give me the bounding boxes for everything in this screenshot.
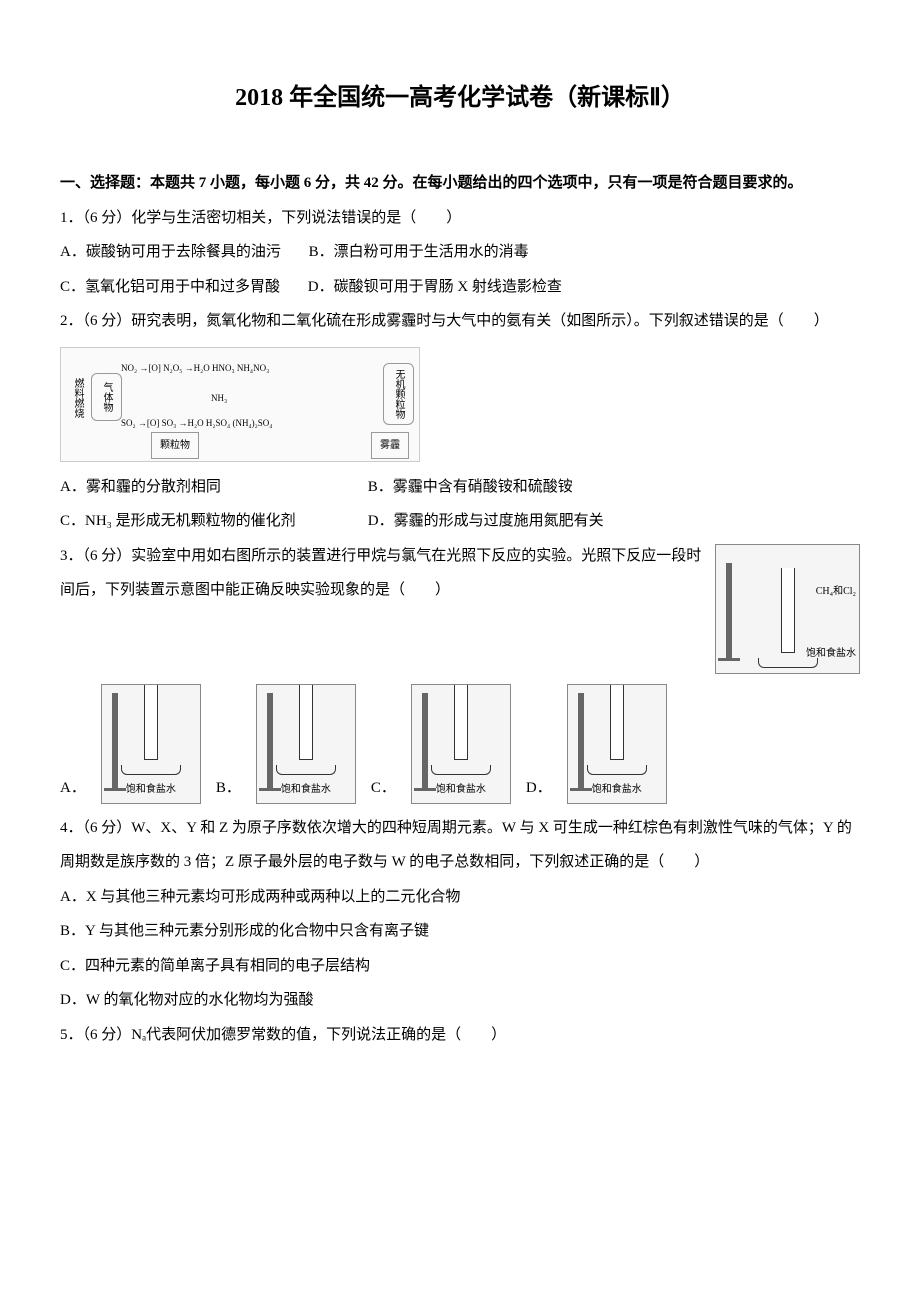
caption-d: 饱和食盐水 <box>592 778 642 801</box>
q2-inorganic-label: 无机颗粒物 <box>383 363 414 425</box>
caption-a: 饱和食盐水 <box>126 778 176 801</box>
q3-figure-a: 饱和食盐水 <box>101 684 201 806</box>
stand-icon <box>267 693 273 788</box>
q4-option-d: D．W 的氧化物对应的水化物均为强酸 <box>60 983 860 1018</box>
q2-diagram: 燃料燃烧 气体物 NO₂ →[O] N₂O₅ →H₂O HNO₃ NH₄NO₃ … <box>60 347 420 462</box>
q1-options-row2: C．氢氧化铝可用于中和过多胃酸 D．碳酸钡可用于胃肠 X 射线造影检查 <box>60 270 860 305</box>
q3-figure-d: 饱和食盐水 <box>567 684 667 806</box>
q2-gas-label: 气体物 <box>91 373 122 421</box>
q4-option-a: A．X 与其他三种元素均可形成两种或两种以上的二元化合物 <box>60 880 860 915</box>
q2-option-a: A．雾和霾的分散剂相同 <box>60 470 340 505</box>
salt-label: 饱和食盐水 <box>806 642 856 665</box>
question-4: 4．（6 分）W、X、Y 和 Z 为原子序数依次增大的四种短周期元素。W 与 X… <box>60 811 860 1018</box>
tube-icon <box>781 568 795 653</box>
ch4-label: CH₄和Cl₂ <box>816 580 856 603</box>
stand-icon <box>422 693 428 788</box>
q2-line2: SO₂ →[O] SO₃ →H₂O H₂SO₄ (NH₄)₂SO₄ <box>121 413 272 434</box>
page-title: 2018 年全国统一高考化学试卷（新课标Ⅱ） <box>60 80 860 116</box>
question-1: 1．（6 分）化学与生活密切相关，下列说法错误的是（ ） A．碳酸钠可用于去除餐… <box>60 201 860 305</box>
q2-particles-label: 颗粒物 <box>151 432 199 459</box>
dish-icon <box>121 765 181 774</box>
dish-icon <box>431 765 491 774</box>
q2-option-d: D．雾霾的形成与过度施用氮肥有关 <box>368 504 604 539</box>
q1-stem: 1．（6 分）化学与生活密切相关，下列说法错误的是（ ） <box>60 201 860 236</box>
q4-option-c: C．四种元素的简单离子具有相同的电子层结构 <box>60 949 860 984</box>
caption-c: 饱和食盐水 <box>436 778 486 801</box>
caption-b: 饱和食盐水 <box>281 778 331 801</box>
q2-options-row2: C．NH₃ 是形成无机颗粒物的催化剂 D．雾霾的形成与过度施用氮肥有关 <box>60 504 860 539</box>
stand-icon <box>726 563 732 658</box>
q2-line1: NO₂ →[O] N₂O₅ →H₂O HNO₃ NH₄NO₃ <box>121 358 269 379</box>
dish-icon <box>587 765 647 774</box>
q2-fuel-label: 燃料燃烧 <box>66 378 89 418</box>
q2-option-c: C．NH₃ 是形成无机颗粒物的催化剂 <box>60 504 340 539</box>
q4-option-b: B．Y 与其他三种元素分别形成的化合物中只含有离子键 <box>60 914 860 949</box>
q1-option-c: C．氢氧化铝可用于中和过多胃酸 <box>60 270 280 305</box>
dish-icon <box>276 765 336 774</box>
q3-side-figure: CH₄和Cl₂ 饱和食盐水 <box>715 544 860 674</box>
q1-options-row1: A．碳酸钠可用于去除餐具的油污 B．漂白粉可用于生活用水的消毒 <box>60 235 860 270</box>
q2-nh3: NH₃ <box>211 388 227 409</box>
q3-options: A． 饱和食盐水 B． 饱和食盐水 C． 饱和食盐水 <box>60 684 860 806</box>
stand-icon <box>112 693 118 788</box>
q4-stem: 4．（6 分）W、X、Y 和 Z 为原子序数依次增大的四种短周期元素。W 与 X… <box>60 811 860 880</box>
q1-option-a: A．碳酸钠可用于去除餐具的油污 <box>60 235 281 270</box>
q3-letter-d: D． <box>526 771 552 806</box>
tube-icon <box>610 685 624 761</box>
stand-icon <box>578 693 584 788</box>
q2-options-row1: A．雾和霾的分散剂相同 B．雾霾中含有硝酸铵和硫酸铵 <box>60 470 860 505</box>
q3-letter-b: B． <box>216 771 241 806</box>
q5-stem: 5．（6 分）Nₐ代表阿伏加德罗常数的值，下列说法正确的是（ ） <box>60 1018 860 1053</box>
q2-option-b: B．雾霾中含有硝酸铵和硫酸铵 <box>368 470 573 505</box>
q3-figure-c: 饱和食盐水 <box>411 684 511 806</box>
q1-option-d: D．碳酸钡可用于胃肠 X 射线造影检查 <box>308 270 562 305</box>
tube-icon <box>454 685 468 761</box>
q3-figure-b: 饱和食盐水 <box>256 684 356 806</box>
section-header: 一、选择题：本题共 7 小题，每小题 6 分，共 42 分。在每小题给出的四个选… <box>60 166 860 201</box>
question-5: 5．（6 分）Nₐ代表阿伏加德罗常数的值，下列说法正确的是（ ） <box>60 1018 860 1053</box>
tube-icon <box>299 685 313 761</box>
question-2: 2．（6 分）研究表明，氮氧化物和二氧化硫在形成雾霾时与大气中的氨有关（如图所示… <box>60 304 860 539</box>
tube-icon <box>144 685 158 761</box>
q3-letter-a: A． <box>60 771 86 806</box>
question-3: CH₄和Cl₂ 饱和食盐水 3．（6 分）实验室中用如右图所示的装置进行甲烷与氯… <box>60 539 860 806</box>
q2-stem: 2．（6 分）研究表明，氮氧化物和二氧化硫在形成雾霾时与大气中的氨有关（如图所示… <box>60 304 860 339</box>
q1-option-b: B．漂白粉可用于生活用水的消毒 <box>309 235 529 270</box>
q3-letter-c: C． <box>371 771 396 806</box>
q2-haze-label: 雾霾 <box>371 432 409 459</box>
